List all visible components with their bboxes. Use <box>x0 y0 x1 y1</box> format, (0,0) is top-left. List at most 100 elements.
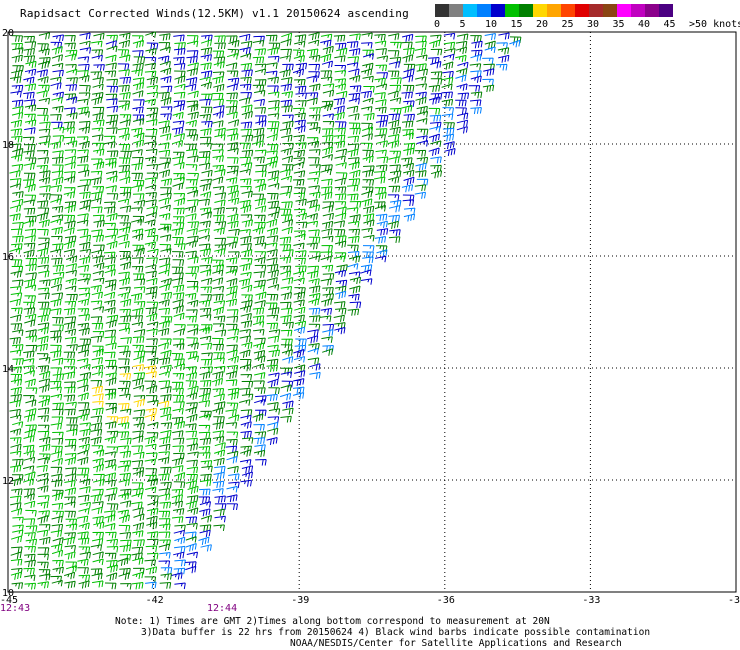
wind-barb <box>145 192 157 199</box>
wind-barb <box>252 321 265 328</box>
wind-barb <box>333 105 345 114</box>
wind-barb <box>186 474 198 481</box>
wind-barb <box>307 177 319 185</box>
wind-barb <box>90 544 103 551</box>
wind-barb <box>347 193 359 201</box>
wind-barb <box>443 32 456 40</box>
wind-barb <box>37 407 50 415</box>
wind-barb <box>226 35 238 43</box>
wind-barb <box>38 510 50 518</box>
wind-barb <box>333 140 346 149</box>
wind-barb <box>130 218 143 226</box>
wind-barb <box>9 204 22 213</box>
wind-barb <box>92 142 105 150</box>
wind-barb <box>441 98 454 107</box>
wind-barb <box>252 84 265 92</box>
wind-barb <box>79 120 91 128</box>
wind-barb <box>52 164 64 172</box>
wind-barb <box>25 215 37 223</box>
color-swatch <box>435 4 449 17</box>
wind-barb <box>403 47 415 55</box>
wind-barb <box>362 49 374 57</box>
wind-barb <box>63 307 76 316</box>
wind-barb <box>10 228 23 236</box>
wind-barb <box>279 208 292 216</box>
wind-barb <box>362 179 375 186</box>
wind-barb <box>280 83 292 92</box>
wind-barb <box>37 314 49 323</box>
wind-barb <box>294 306 306 315</box>
wind-barb <box>293 299 305 307</box>
wind-barb <box>334 127 346 135</box>
wind-barb <box>65 285 77 293</box>
wind-barb <box>173 176 185 184</box>
wind-barb <box>309 126 321 134</box>
wind-barb <box>10 90 22 98</box>
wind-barb <box>145 408 158 415</box>
wind-barb <box>64 149 77 156</box>
wind-barb <box>78 408 91 417</box>
wind-barb <box>64 201 77 209</box>
wind-barb <box>307 270 319 279</box>
wind-barb <box>226 309 239 316</box>
wind-barb <box>66 68 78 76</box>
wind-barb <box>255 120 267 128</box>
wind-barb <box>92 531 104 539</box>
wind-barb <box>77 106 89 115</box>
wind-barb <box>132 39 144 49</box>
wind-barb <box>77 392 89 401</box>
wind-barb <box>120 583 132 590</box>
wind-barb <box>24 41 37 48</box>
wind-barb <box>12 191 24 199</box>
wind-barb <box>429 114 442 122</box>
wind-barb <box>186 443 199 452</box>
wind-barb <box>347 184 359 192</box>
wind-barb <box>240 162 253 170</box>
wind-barb <box>266 218 278 228</box>
wind-barb <box>92 479 105 487</box>
wind-barb <box>79 338 92 346</box>
wind-barb <box>187 328 199 336</box>
wind-barb <box>361 42 373 49</box>
wind-barb <box>79 248 92 256</box>
wind-barb <box>11 163 24 171</box>
wind-barb <box>309 171 321 178</box>
wind-barb <box>322 345 334 352</box>
wind-barb <box>37 553 49 561</box>
wind-barb <box>212 120 224 128</box>
wind-barb <box>430 140 442 147</box>
wind-barb <box>280 270 292 278</box>
wind-barb <box>119 350 131 358</box>
wind-barb <box>281 349 293 357</box>
wind-barb <box>51 437 64 445</box>
wind-barb <box>64 107 76 115</box>
wind-barb <box>24 471 36 480</box>
wind-barb <box>348 97 360 105</box>
wind-barb <box>375 99 387 107</box>
wind-barb <box>388 205 401 213</box>
wind-barb <box>240 449 252 457</box>
wind-barb <box>186 392 198 400</box>
wind-barb <box>12 516 24 524</box>
wind-barb <box>430 34 442 42</box>
wind-barb <box>334 78 347 86</box>
wind-barb <box>11 243 23 251</box>
wind-barb <box>118 133 130 141</box>
wind-barb <box>117 198 130 206</box>
wind-barb <box>171 494 183 503</box>
wind-barb <box>132 416 145 424</box>
wind-barb <box>349 33 361 41</box>
wind-barb <box>24 582 36 590</box>
wind-barb <box>294 320 307 328</box>
wind-barb <box>227 157 239 164</box>
wind-barb <box>186 402 198 409</box>
wind-barb <box>455 74 467 83</box>
wind-barb <box>239 142 251 150</box>
wind-barb <box>37 581 49 589</box>
wind-barb <box>65 401 77 409</box>
wind-barb <box>51 62 64 70</box>
wind-barb <box>92 407 104 415</box>
wind-barb <box>280 48 292 56</box>
wind-barb <box>389 200 402 207</box>
